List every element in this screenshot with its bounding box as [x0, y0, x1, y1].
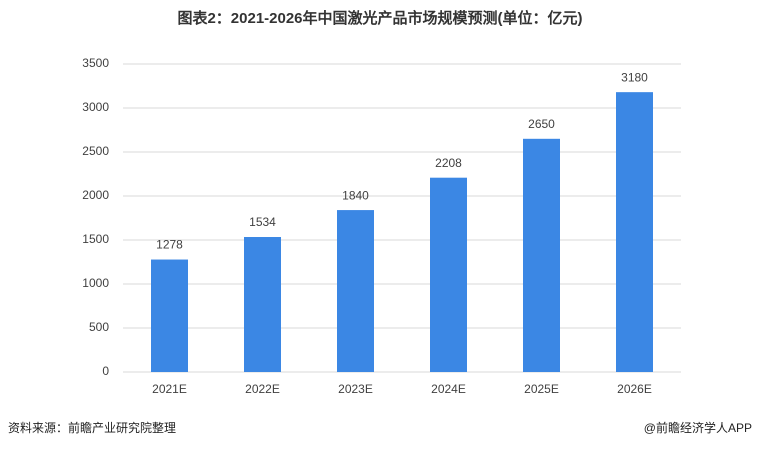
data-label: 3180	[621, 70, 648, 84]
x-tick-label: 2025E	[524, 382, 559, 396]
bar	[151, 259, 188, 372]
credit-note: @前瞻经济学人APP	[644, 420, 752, 435]
y-tick-label: 2000	[82, 188, 109, 202]
bar	[430, 177, 467, 372]
bar	[523, 138, 560, 372]
y-tick-label: 2500	[82, 144, 109, 158]
bar	[244, 237, 281, 372]
data-label: 1840	[342, 188, 369, 202]
y-tick-label: 0	[102, 364, 109, 378]
x-tick-label: 2024E	[431, 382, 466, 396]
x-tick-label: 2023E	[338, 382, 373, 396]
chart-title: 图表2：2021-2026年中国激光产品市场规模预测(单位：亿元)	[177, 9, 582, 27]
data-label: 1278	[156, 238, 183, 252]
y-tick-label: 3000	[82, 100, 109, 114]
y-tick-label: 500	[89, 320, 109, 334]
bar	[337, 210, 374, 372]
y-tick-label: 1000	[82, 276, 109, 290]
source-note: 资料来源：前瞻产业研究院整理	[8, 420, 176, 435]
bar	[616, 92, 653, 372]
x-tick-label: 2022E	[245, 382, 280, 396]
data-label: 2208	[435, 156, 462, 170]
y-tick-label: 1500	[82, 232, 109, 246]
data-label: 2650	[528, 117, 555, 131]
x-tick-label: 2021E	[152, 382, 187, 396]
x-tick-label: 2026E	[617, 382, 652, 396]
y-tick-label: 3500	[82, 56, 109, 70]
data-label: 1534	[249, 215, 276, 229]
